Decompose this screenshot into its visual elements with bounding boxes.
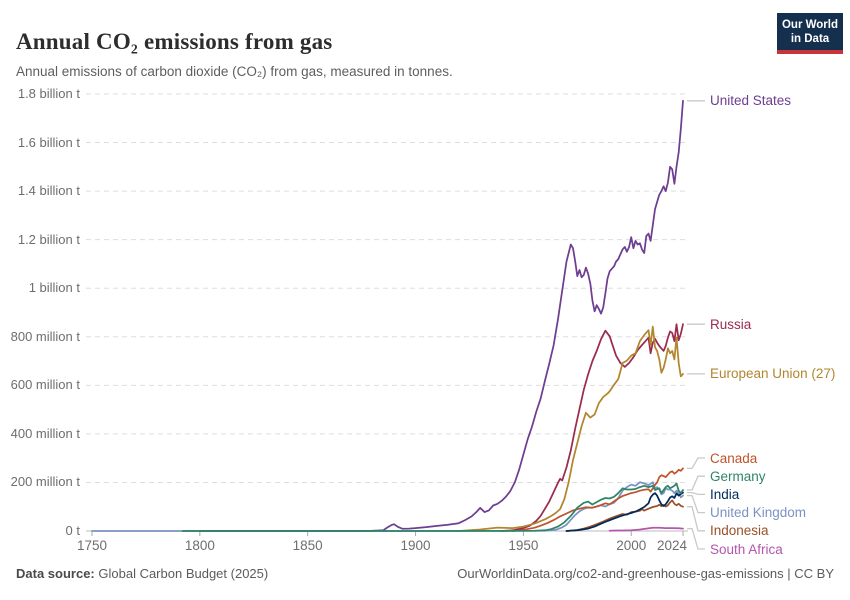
credit-link[interactable]: OurWorldinData.org/co2-and-greenhouse-ga… (457, 566, 834, 581)
y-tick-label: 1.4 billion t (17, 183, 80, 199)
series-label-united-kingdom[interactable]: United Kingdom (710, 505, 807, 521)
series-label-russia[interactable]: Russia (710, 316, 752, 332)
label-connector-united-kingdom (687, 494, 705, 514)
y-tick-label: 1.6 billion t (17, 134, 80, 150)
page-subtitle: Annual emissions of carbon dioxide (CO₂)… (16, 63, 453, 79)
series-line-indonesia[interactable] (565, 499, 684, 532)
label-connector-india (687, 491, 705, 496)
series-line-russia[interactable] (500, 323, 684, 532)
series-line-european-union-27-[interactable] (457, 325, 684, 532)
series-line-germany[interactable] (181, 482, 684, 532)
x-tick-label: 1900 (400, 538, 431, 553)
label-connector-germany (687, 475, 705, 491)
x-tick-label: 1750 (76, 538, 108, 553)
y-tick-label: 1 billion t (28, 280, 80, 296)
series-label-united-states[interactable]: United States (710, 93, 792, 109)
data-source-note: Data source: Global Carbon Budget (2025) (16, 566, 268, 581)
data-source-value: Global Carbon Budget (2025) (98, 566, 269, 581)
series-label-canada[interactable]: Canada (710, 450, 758, 466)
y-tick-label: 1.2 billion t (17, 231, 80, 247)
series-label-germany[interactable]: Germany (710, 468, 766, 484)
x-tick-label: 2024 (656, 538, 688, 553)
y-tick-label: 600 million t (10, 377, 80, 393)
y-tick-label: 1.8 billion t (17, 86, 80, 101)
y-tick-label: 400 million t (10, 425, 80, 441)
x-tick-label: 1950 (508, 538, 539, 553)
x-tick-label: 2000 (616, 538, 647, 553)
series-line-india[interactable] (565, 491, 684, 532)
label-connector-indonesia (687, 506, 705, 532)
owid-logo-line2: in Data (790, 33, 830, 45)
owid-logo-red-bar (777, 50, 843, 54)
y-tick-label: 800 million t (10, 328, 80, 344)
x-tick-label: 1850 (292, 538, 323, 553)
owid-logo-line1: Our World (781, 19, 838, 31)
x-tick-label: 1800 (184, 538, 215, 553)
page-title: Annual CO₂ emissions from gas (16, 29, 333, 55)
series-label-india[interactable]: India (710, 486, 740, 502)
series-line-united-states[interactable] (198, 99, 684, 532)
series-line-south-africa[interactable] (608, 526, 684, 532)
label-connector-south-africa (687, 527, 705, 550)
series-line-canada[interactable] (511, 467, 684, 532)
series-label-indonesia[interactable]: Indonesia (710, 523, 769, 539)
series-label-south-africa[interactable]: South Africa (710, 541, 783, 557)
series-line-united-kingdom[interactable] (91, 481, 684, 532)
label-connector-canada (687, 457, 705, 470)
y-tick-label: 0 t (65, 523, 80, 538)
y-tick-label: 200 million t (10, 474, 80, 490)
owid-logo: Our World in Data (777, 13, 843, 54)
data-source-label: Data source: (16, 566, 95, 581)
series-label-european-union-27-[interactable]: European Union (27) (710, 366, 836, 382)
